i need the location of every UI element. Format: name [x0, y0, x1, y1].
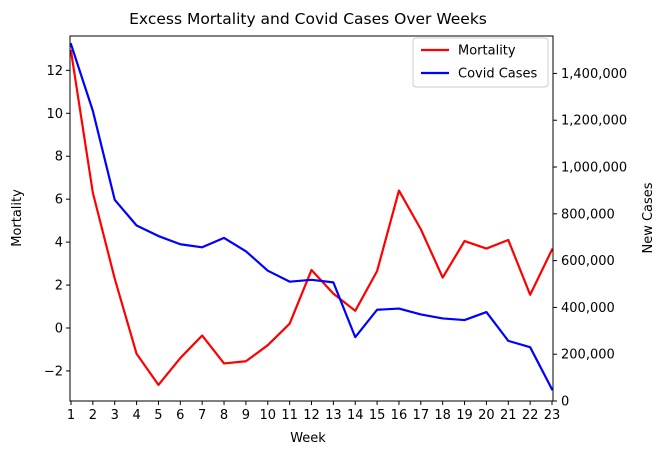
x-tick-label: 6 [176, 408, 184, 423]
x-tick-label: 7 [198, 408, 206, 423]
x-tick-label: 18 [434, 408, 451, 423]
y-left-tick-label: 4 [55, 236, 63, 251]
y-right-tick-label: 1,200,000 [561, 114, 627, 129]
y-right-tick-label: 200,000 [561, 348, 615, 363]
x-axis-title: Week [290, 431, 326, 446]
x-tick-label: 22 [522, 408, 539, 423]
y-right-tick-label: 1,000,000 [561, 161, 627, 176]
plot-frame [69, 35, 554, 402]
y-right-tick-label: 600,000 [561, 254, 615, 269]
x-tick-label: 19 [456, 408, 473, 423]
y-left-tick-label: 6 [55, 193, 63, 208]
series-line-covid-cases [69, 42, 554, 391]
x-tick-label: 20 [478, 408, 495, 423]
y-axis-left-title: Mortality [10, 189, 25, 247]
x-tick-label: 17 [413, 408, 430, 423]
x-tick-label: 16 [391, 408, 408, 423]
y-axis-right-title: New Cases [641, 182, 656, 253]
y-left-tick-label: 12 [46, 64, 63, 79]
x-tick-label: 4 [132, 408, 140, 423]
plot-area: 1 2 3 4 5 6 7 8 9 10 11 12 13 14 15 16 17 18 19 20 21 22 23−20… [44, 35, 627, 423]
y-left-tick-label: 8 [55, 150, 63, 165]
legend-label-covid-cases: Covid Cases [458, 67, 538, 82]
y-right-tick-label: 0 [561, 395, 569, 410]
x-tick-label: 15 [369, 408, 386, 423]
x-tick-label: 1 [67, 408, 75, 423]
x-tick-label: 8 [220, 408, 228, 423]
x-tick-label: 11 [281, 408, 298, 423]
legend: Mortality Covid Cases [412, 37, 549, 88]
x-tick-label: 10 [259, 408, 276, 423]
x-tick-label: 9 [242, 408, 250, 423]
legend-label-mortality: Mortality [458, 44, 516, 59]
y-right-tick-label: 800,000 [561, 207, 615, 222]
x-tick-label: 13 [325, 408, 342, 423]
x-tick-label: 21 [500, 408, 517, 423]
y-left-tick-label: 0 [55, 322, 63, 337]
y-left-tick-label: 2 [55, 279, 63, 294]
y-left-tick-label: 10 [46, 107, 63, 122]
x-tick-label: 23 [544, 408, 561, 423]
chart-title: Excess Mortality and Covid Cases Over We… [129, 10, 487, 28]
x-tick-label: 3 [111, 408, 119, 423]
y-right-tick-label: 400,000 [561, 301, 615, 316]
x-tick-label: 5 [154, 408, 162, 423]
y-right-tick-label: 1,400,000 [561, 67, 627, 82]
series-line-mortality [69, 49, 554, 386]
x-tick-label: 14 [347, 408, 364, 423]
y-left-tick-label: −2 [44, 364, 63, 379]
x-tick-label: 2 [89, 408, 97, 423]
x-tick-label: 12 [303, 408, 320, 423]
